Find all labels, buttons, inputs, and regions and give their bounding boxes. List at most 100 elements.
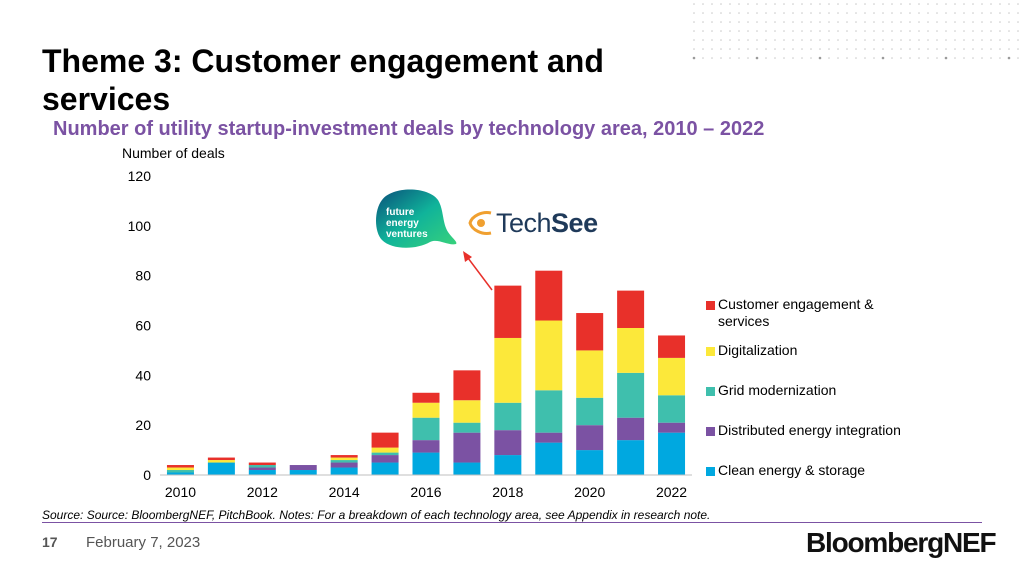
bar-distributed-energy-integration-2017 [453,432,481,463]
pattern-dot [855,57,857,59]
y-tick-label: 0 [143,467,151,483]
y-tick-label: 80 [135,268,151,284]
pattern-dot [1008,39,1010,41]
pattern-dot [792,39,794,41]
pattern-dot [819,3,821,5]
pattern-dot [1008,30,1010,32]
pattern-dot [1017,57,1019,59]
bar-grid-modernization-2020 [576,397,604,426]
bar-grid-modernization-2018 [494,402,522,431]
pattern-dot [765,12,767,14]
pattern-dot [881,56,885,60]
pattern-dot [720,48,722,50]
pattern-dot [693,21,695,23]
pattern-dot [855,21,857,23]
pattern-dot [693,39,695,41]
future-energy-ventures-logo: future energy ventures [376,189,457,248]
pattern-dot [828,57,830,59]
pattern-dot [792,48,794,50]
bar-digitalization-2018 [494,337,522,403]
pattern-dot [927,12,929,14]
pattern-dot [909,21,911,23]
fev-logo-line-3: ventures [386,229,428,240]
pattern-dot [756,12,758,14]
bar-clean-energy-storage-2010 [166,472,194,475]
pattern-dot [855,30,857,32]
slide-title: Theme 3: Customer engagement and service… [42,43,604,117]
pattern-dot [819,12,821,14]
x-axis-ticks: 2010 2012 2014 2016 2018 2020 2022 [165,484,687,500]
pattern-dot [792,30,794,32]
bar-clean-energy-storage-2016 [412,452,440,475]
x-tick-label: 2010 [165,484,196,500]
pattern-dot [918,39,920,41]
pattern-dot [846,21,848,23]
bar-distributed-energy-integration-2022 [658,422,686,433]
pattern-dot [891,30,893,32]
pattern-dot [765,39,767,41]
pattern-dot [918,57,920,59]
pattern-dot [692,56,696,60]
legend-item-digitalization: Digitalization [706,342,918,359]
bar-distributed-energy-integration-2018 [494,430,522,456]
pattern-dot [747,48,749,50]
pattern-dot [891,3,893,5]
pattern-dot [909,48,911,50]
pattern-dot [792,21,794,23]
pattern-dot [738,39,740,41]
pattern-dot [720,57,722,59]
y-tick-label: 100 [128,218,152,234]
pattern-dot [963,57,965,59]
pattern-dot [927,57,929,59]
pattern-dot [774,57,776,59]
pattern-dot [747,57,749,59]
pattern-dot [873,21,875,23]
bar-distributed-energy-integration-2014 [330,462,358,468]
bar-customer-engagement-services-2018 [494,285,522,338]
pattern-dot [909,39,911,41]
pattern-dot [720,30,722,32]
pattern-dot [944,56,948,60]
pattern-dot [936,3,938,5]
pattern-dot [738,21,740,23]
pattern-dot [918,3,920,5]
fev-logo-line-1: future [386,207,415,218]
pattern-dot [702,39,704,41]
bar-distributed-energy-integration-2016 [412,440,440,453]
bar-customer-engagement-services-2019 [535,270,563,321]
bar-digitalization-2010 [166,467,194,471]
bar-clean-energy-storage-2020 [576,450,604,475]
pattern-dot [729,39,731,41]
pattern-dot [720,3,722,5]
pattern-dot [990,48,992,50]
pattern-dot [801,57,803,59]
pattern-dot [810,57,812,59]
pattern-dot [882,30,884,32]
y-axis-ticks: 0 20 40 60 80 100 120 [128,168,152,483]
pattern-dot [756,21,758,23]
pattern-dot [855,3,857,5]
pattern-dot [972,57,974,59]
bar-clean-energy-storage-2015 [371,462,399,475]
x-tick-label: 2022 [656,484,687,500]
pattern-dot [990,39,992,41]
pattern-dot [711,57,713,59]
pattern-dot [738,48,740,50]
pattern-dot [1008,48,1010,50]
pattern-dot [936,57,938,59]
pattern-dot [954,30,956,32]
bar-customer-engagement-services-2020 [576,313,604,351]
pattern-dot [702,30,704,32]
pattern-dot [855,48,857,50]
eye-icon [468,211,492,235]
pattern-dot [702,57,704,59]
bar-grid-modernization-2019 [535,390,563,433]
pattern-dot [900,21,902,23]
pattern-dot [1007,56,1011,60]
pattern-dot [900,12,902,14]
pattern-dot [720,21,722,23]
pattern-dot [864,30,866,32]
pattern-dot [828,39,830,41]
pattern-dot [954,12,956,14]
pattern-dot [1017,39,1019,41]
